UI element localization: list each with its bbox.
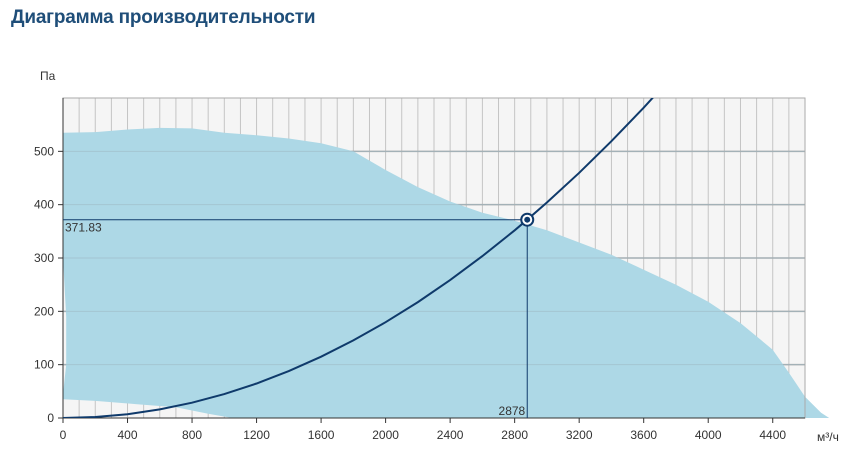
x-tick-labels: 0 400 800 1200 1600 2000 2400 2800 3200 3600 4000 4… xyxy=(60,428,787,442)
page-title: Диаграмма производительности xyxy=(11,7,316,28)
x-tick-label: 1600 xyxy=(308,428,335,442)
axes xyxy=(58,98,805,423)
x-tick-label: 4400 xyxy=(759,428,786,442)
x-tick-label: 2400 xyxy=(437,428,464,442)
y-tick-labels: 0 100 200 300 400 500 xyxy=(34,144,54,425)
x-tick-label: 1200 xyxy=(243,428,270,442)
x-axis-label: м³/ч xyxy=(817,430,839,444)
operating-point-dot xyxy=(524,216,531,223)
y-tick-label: 400 xyxy=(34,198,54,212)
y-tick-label: 300 xyxy=(34,251,54,265)
y-tick-label: 200 xyxy=(34,304,54,318)
x-tick-label: 0 xyxy=(60,428,67,442)
x-tick-label: 400 xyxy=(118,428,138,442)
y-tick-label: 100 xyxy=(34,358,54,372)
x-tick-label: 3200 xyxy=(566,428,593,442)
working-area xyxy=(63,127,830,419)
x-tick-label: 2800 xyxy=(501,428,528,442)
y-tick-label: 500 xyxy=(34,144,54,158)
x-tick-label: 2000 xyxy=(372,428,399,442)
x-tick-label: 4000 xyxy=(695,428,722,442)
x-tick-label: 800 xyxy=(182,428,202,442)
y-tick-label: 0 xyxy=(47,411,54,425)
operating-point-x-value: 2878 xyxy=(499,404,526,418)
y-axis-label: Па xyxy=(40,69,56,83)
grid-overlay xyxy=(63,150,805,366)
x-tick-label: 3600 xyxy=(630,428,657,442)
operating-point-y-value: 371.83 xyxy=(65,221,102,235)
system-curve xyxy=(63,98,654,418)
